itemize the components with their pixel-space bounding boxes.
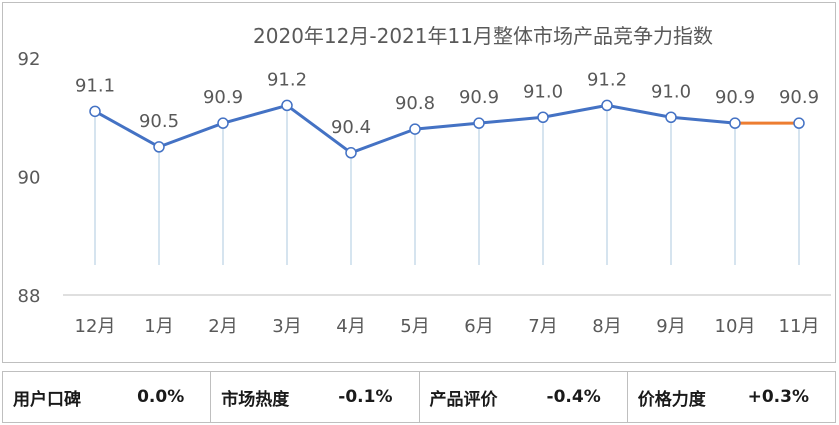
metric-value: +0.3% bbox=[747, 387, 809, 407]
metrics-footer: 用户口碑 0.0% 市场热度 -0.1% 产品评价 -0.4% 价格力度 +0.… bbox=[2, 371, 836, 423]
data-point bbox=[409, 123, 421, 135]
data-label: 91.0 bbox=[523, 81, 563, 102]
data-label: 91.2 bbox=[267, 69, 307, 90]
data-point bbox=[473, 117, 485, 129]
x-tick-label: 7月 bbox=[528, 316, 557, 337]
metric-label: 用户口碑 bbox=[13, 389, 81, 410]
data-point bbox=[793, 117, 805, 129]
x-tick-label: 11月 bbox=[779, 316, 820, 337]
data-point bbox=[601, 99, 613, 112]
data-point bbox=[153, 141, 165, 153]
metric-price-strength: 价格力度 +0.3% bbox=[628, 372, 835, 422]
metric-label: 价格力度 bbox=[637, 389, 706, 410]
x-tick-label: 4月 bbox=[336, 316, 365, 337]
x-tick-label: 2月 bbox=[208, 316, 237, 337]
data-point bbox=[281, 99, 293, 112]
chart-frame: 2020年12月-2021年11月整体市场产品竞争力指数 92 90 88 91.1 1… bbox=[2, 2, 836, 363]
data-label: 90.4 bbox=[331, 117, 371, 138]
metric-product-rating: 产品评价 -0.4% bbox=[420, 372, 628, 422]
data-point bbox=[345, 147, 357, 159]
metric-value: -0.1% bbox=[338, 387, 393, 407]
data-point bbox=[729, 117, 741, 129]
data-label: 91.0 bbox=[651, 81, 691, 102]
metric-market-heat: 市场热度 -0.1% bbox=[211, 372, 420, 422]
metric-label: 市场热度 bbox=[221, 389, 290, 410]
data-label: 91.1 bbox=[75, 75, 115, 96]
x-tick-label: 8月 bbox=[592, 316, 621, 337]
metric-label: 产品评价 bbox=[429, 389, 498, 410]
data-label: 90.9 bbox=[459, 87, 499, 108]
y-tick-label: 88 bbox=[18, 286, 41, 307]
x-tick-label: 12月 bbox=[75, 316, 116, 337]
data-label: 90.9 bbox=[203, 87, 243, 108]
x-tick-label: 5月 bbox=[400, 316, 429, 337]
data-point bbox=[217, 117, 229, 129]
metric-value: 0.0% bbox=[137, 387, 185, 407]
data-label: 90.9 bbox=[779, 87, 819, 108]
data-point bbox=[665, 111, 677, 123]
x-tick-label: 6月 bbox=[464, 316, 493, 337]
data-label: 90.8 bbox=[395, 93, 435, 114]
metric-value: -0.4% bbox=[546, 387, 601, 407]
data-point bbox=[537, 111, 549, 123]
x-tick-label: 1月 bbox=[144, 316, 173, 337]
data-label: 90.9 bbox=[715, 87, 755, 108]
data-point bbox=[89, 105, 101, 118]
data-label: 90.5 bbox=[139, 111, 179, 132]
data-label: 91.2 bbox=[587, 69, 627, 90]
y-tick-label: 90 bbox=[18, 168, 41, 189]
x-tick-label: 3月 bbox=[272, 316, 301, 337]
chart-title: 2020年12月-2021年11月整体市场产品竞争力指数 bbox=[253, 24, 713, 48]
metric-user-reputation: 用户口碑 0.0% bbox=[3, 372, 212, 422]
x-tick-label: 10月 bbox=[715, 316, 756, 337]
y-tick-label: 92 bbox=[18, 49, 41, 70]
line-chart: 2020年12月-2021年11月整体市场产品竞争力指数 92 90 88 91.1 1… bbox=[18, 24, 831, 337]
x-tick-label: 9月 bbox=[656, 316, 685, 337]
